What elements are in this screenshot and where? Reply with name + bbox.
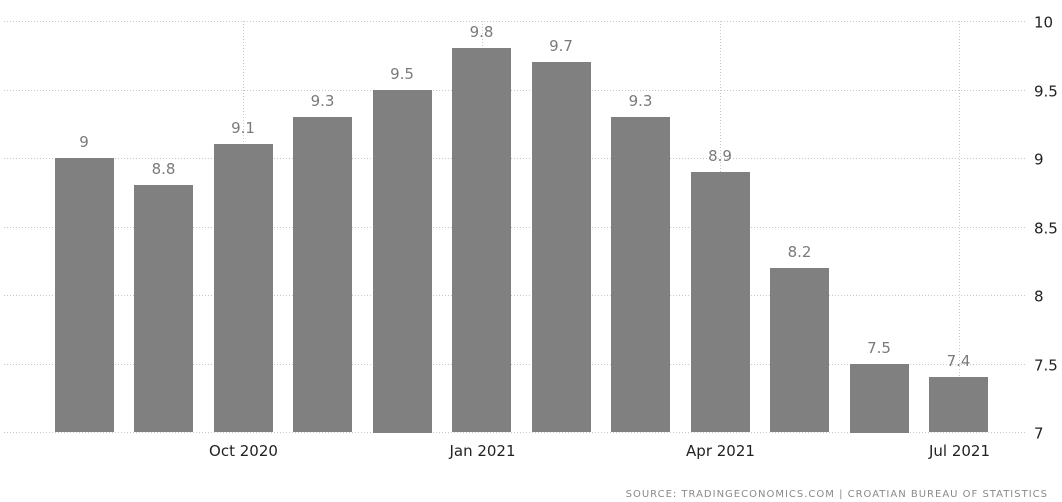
bar: [691, 172, 750, 432]
source-attribution: SOURCE: TRADINGECONOMICS.COM | CROATIAN …: [625, 489, 1048, 500]
x-tick-label: Jul 2021: [928, 442, 990, 460]
y-tick-label: 8: [1034, 288, 1044, 306]
y-tick-label: 9.5: [1034, 83, 1058, 101]
y-tick-label: 9: [1034, 151, 1044, 169]
bar-value-labels: 9 8.8 9.1 9.3 9.5 9.8 9.7 9.3 8.9 8.2 7.5 7.4: [79, 23, 970, 370]
bar: [850, 364, 909, 433]
bar: [214, 144, 273, 432]
bar-value-label: 9.8: [470, 23, 494, 41]
bar: [452, 48, 511, 432]
x-tick-label: Apr 2021: [686, 442, 755, 460]
x-tick-label: Jan 2021: [448, 442, 515, 460]
bar: [532, 62, 591, 432]
bar-value-label: 8.8: [152, 160, 176, 178]
bar: [611, 117, 670, 432]
bar-value-label: 9.7: [549, 37, 573, 55]
bar: [55, 158, 114, 432]
bar-value-label: 9.3: [311, 92, 335, 110]
y-tick-label: 7: [1034, 425, 1044, 443]
bar-value-label: 9.5: [390, 65, 414, 83]
x-tick-label: Oct 2020: [209, 442, 278, 460]
y-tick-label: 7.5: [1034, 357, 1058, 375]
bar-value-label: 8.2: [788, 243, 812, 261]
y-tick-label: 8.5: [1034, 220, 1058, 238]
bar: [929, 377, 988, 432]
bars: [55, 48, 988, 433]
bar-value-label: 9.1: [231, 119, 255, 137]
bar-value-label: 9: [79, 133, 89, 151]
y-tick-label: 10: [1034, 14, 1053, 32]
y-axis-ticks: 7 7.5 8 8.5 9 9.5 10: [1034, 14, 1058, 443]
bar: [770, 268, 829, 432]
bar-value-label: 7.4: [947, 352, 971, 370]
bar: [293, 117, 352, 432]
bar: [373, 90, 432, 433]
x-axis-ticks: Oct 2020 Jan 2021 Apr 2021 Jul 2021: [209, 442, 990, 460]
bar-value-label: 9.3: [629, 92, 653, 110]
bar: [134, 185, 193, 432]
bar-value-label: 7.5: [867, 339, 891, 357]
bar-value-label: 8.9: [708, 147, 732, 165]
